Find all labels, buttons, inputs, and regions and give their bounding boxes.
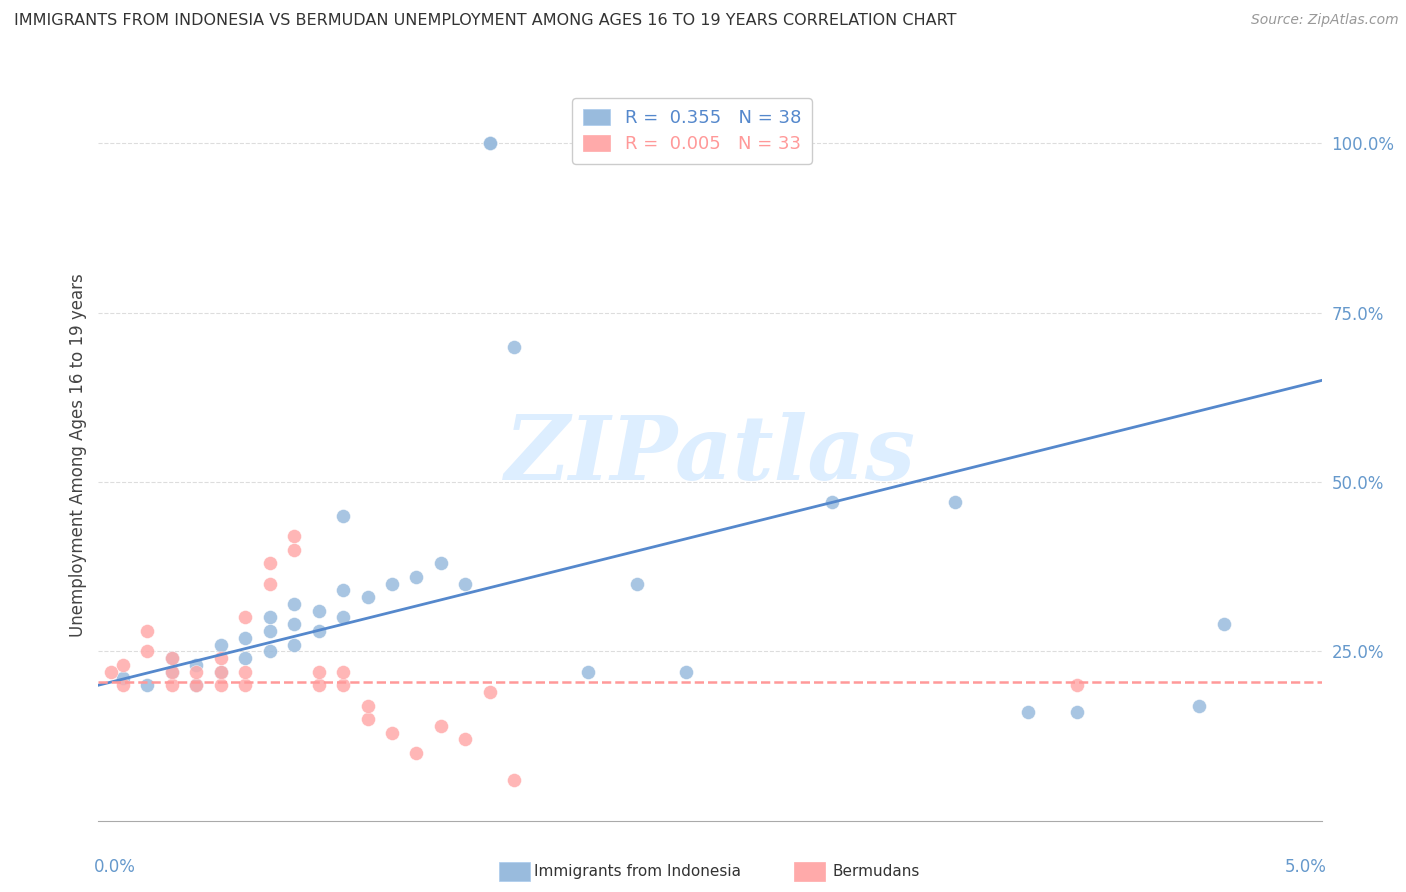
Point	[160, 665, 183, 679]
Point	[209, 665, 232, 679]
Point	[454, 576, 477, 591]
Point	[209, 665, 232, 679]
Point	[308, 604, 330, 618]
Point	[160, 678, 183, 692]
Point	[1066, 706, 1088, 720]
Point	[160, 651, 183, 665]
Point	[259, 576, 281, 591]
Point	[283, 617, 305, 632]
Point	[283, 529, 305, 543]
Point	[233, 665, 256, 679]
Point	[233, 651, 256, 665]
Point	[503, 340, 526, 354]
Point	[332, 678, 354, 692]
Point	[308, 624, 330, 638]
Point	[259, 610, 281, 624]
Point	[111, 657, 134, 672]
Point	[381, 576, 404, 591]
Point	[332, 508, 354, 523]
Point	[1017, 706, 1039, 720]
Point	[356, 712, 378, 726]
Point	[626, 576, 648, 591]
Point	[430, 719, 453, 733]
Text: 5.0%: 5.0%	[1285, 858, 1326, 876]
Point	[283, 638, 305, 652]
Text: ZIPatlas: ZIPatlas	[505, 412, 915, 498]
Point	[1212, 617, 1234, 632]
Point	[160, 651, 183, 665]
Point	[136, 644, 159, 658]
Point	[259, 644, 281, 658]
Point	[405, 570, 427, 584]
Point	[186, 665, 208, 679]
Point	[233, 678, 256, 692]
Text: Immigrants from Indonesia: Immigrants from Indonesia	[534, 864, 741, 879]
Text: IMMIGRANTS FROM INDONESIA VS BERMUDAN UNEMPLOYMENT AMONG AGES 16 TO 19 YEARS COR: IMMIGRANTS FROM INDONESIA VS BERMUDAN UN…	[14, 13, 956, 29]
Point	[136, 624, 159, 638]
Point	[454, 732, 477, 747]
Point	[332, 583, 354, 598]
Point	[356, 590, 378, 604]
Y-axis label: Unemployment Among Ages 16 to 19 years: Unemployment Among Ages 16 to 19 years	[69, 273, 87, 637]
Point	[259, 556, 281, 570]
Legend: R =  0.355   N = 38, R =  0.005   N = 33: R = 0.355 N = 38, R = 0.005 N = 33	[572, 98, 811, 163]
Point	[209, 678, 232, 692]
Point	[332, 665, 354, 679]
Point	[478, 136, 501, 151]
Text: 0.0%: 0.0%	[94, 858, 135, 876]
Point	[576, 665, 599, 679]
Point	[111, 672, 134, 686]
Point	[332, 610, 354, 624]
Point	[186, 657, 208, 672]
Point	[308, 665, 330, 679]
Point	[1066, 678, 1088, 692]
Point	[503, 772, 526, 787]
Point	[478, 685, 501, 699]
Point	[675, 665, 697, 679]
Point	[186, 678, 208, 692]
Point	[136, 678, 159, 692]
Point	[160, 665, 183, 679]
Point	[283, 597, 305, 611]
Point	[100, 665, 122, 679]
Point	[478, 136, 501, 151]
Point	[186, 678, 208, 692]
Text: Source: ZipAtlas.com: Source: ZipAtlas.com	[1251, 13, 1399, 28]
Point	[233, 610, 256, 624]
Point	[259, 624, 281, 638]
Point	[405, 746, 427, 760]
Point	[1188, 698, 1211, 713]
Point	[430, 556, 453, 570]
Point	[209, 651, 232, 665]
Point	[283, 542, 305, 557]
Point	[381, 725, 404, 739]
Point	[111, 678, 134, 692]
Point	[821, 495, 844, 509]
Text: Bermudans: Bermudans	[832, 864, 920, 879]
Point	[233, 631, 256, 645]
Point	[209, 638, 232, 652]
Point	[308, 678, 330, 692]
Point	[356, 698, 378, 713]
Point	[943, 495, 966, 509]
